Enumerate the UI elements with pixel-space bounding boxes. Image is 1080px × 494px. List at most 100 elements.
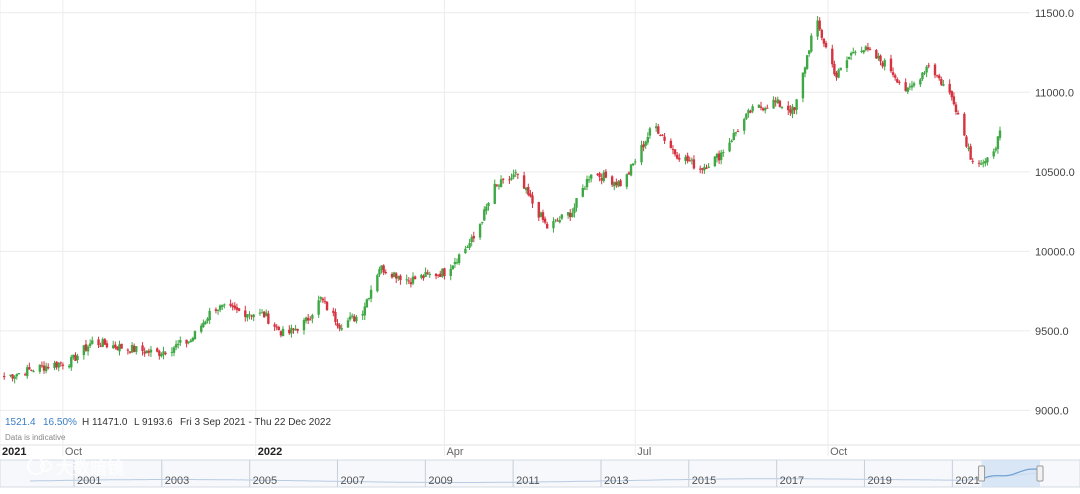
candle-body	[822, 38, 826, 44]
candle-body	[67, 365, 71, 368]
high-value: H 11471.0	[82, 417, 128, 428]
candle-body	[610, 176, 614, 185]
candle-body	[510, 177, 513, 180]
candle-body	[187, 341, 190, 343]
candle-body	[363, 306, 366, 316]
candle-body	[852, 52, 855, 54]
candle-body	[795, 99, 798, 110]
candle-body	[382, 265, 385, 273]
candle-body	[998, 130, 1002, 138]
candle-body	[527, 187, 530, 195]
candle-body	[619, 180, 622, 187]
candle-body	[189, 340, 192, 342]
candle-body	[791, 106, 794, 115]
candle-body	[986, 157, 989, 163]
candle-body	[602, 172, 605, 181]
candle-body	[367, 297, 371, 299]
candle-body	[273, 324, 276, 327]
candle-body	[74, 354, 77, 361]
candle-body	[116, 346, 119, 350]
candle-body	[818, 20, 821, 30]
candle-body	[135, 346, 138, 352]
candle-body	[495, 184, 499, 186]
candle-body	[778, 100, 782, 107]
candle-body	[346, 320, 350, 328]
candle-body	[743, 119, 746, 131]
candle-body	[956, 112, 960, 115]
candle-body	[323, 300, 327, 302]
x-tick-label: 2021	[2, 446, 26, 458]
candle-body	[774, 101, 777, 103]
candle-body	[801, 72, 805, 99]
candle-body	[112, 345, 115, 349]
candle-body	[663, 136, 666, 141]
candle-body	[453, 261, 457, 265]
candle-body	[250, 315, 253, 317]
navigator[interactable]: 2001 2003 2005 2007 2009 2011 2013 2015 2017 2019…	[0, 459, 1080, 488]
candle-body	[9, 374, 12, 376]
candle-body	[478, 224, 482, 238]
candle-body	[780, 107, 784, 109]
candle-body	[428, 273, 431, 275]
candle-body	[246, 314, 249, 318]
candle-body	[543, 218, 547, 223]
candle-body	[191, 337, 195, 341]
candle-body	[728, 142, 731, 152]
candle-body	[436, 274, 440, 276]
candle-body	[940, 78, 943, 85]
candle-body	[348, 316, 352, 320]
candle-body	[176, 343, 180, 345]
navigator-handle[interactable]	[1036, 465, 1044, 482]
candle-body	[701, 168, 704, 170]
candle-body	[55, 361, 58, 368]
candle-body	[281, 328, 285, 337]
candle-body	[156, 348, 159, 352]
candle-body	[963, 113, 966, 136]
candle-body	[174, 344, 178, 348]
candle-body	[525, 187, 528, 191]
candle-body	[42, 365, 46, 371]
candle-body	[451, 265, 455, 270]
candle-body	[996, 136, 1000, 149]
candle-body	[554, 219, 557, 221]
candle-body	[497, 185, 501, 187]
candle-body	[906, 87, 909, 93]
candle-body	[942, 84, 945, 86]
candle-body	[351, 315, 354, 317]
candle-body	[875, 49, 878, 59]
navigator-handle[interactable]	[978, 465, 986, 482]
candle-body	[405, 279, 408, 281]
candle-body	[193, 331, 197, 340]
candle-body	[290, 327, 293, 334]
candle-body	[745, 113, 748, 119]
navigator-selection[interactable]	[981, 460, 1040, 487]
candle-body	[935, 75, 939, 77]
candle-body	[678, 157, 681, 160]
candle-body	[732, 132, 735, 141]
candle-body	[545, 223, 549, 229]
candle-body	[938, 75, 941, 79]
candle-body	[11, 374, 14, 379]
candle-body	[646, 136, 649, 143]
y-axis-labels: 11500.0 11000.0 10500.0 10000.0 9500.0 9000.0	[1035, 8, 1075, 418]
candle-body	[17, 373, 21, 375]
date-range: Fri 3 Sep 2021 - Thu 22 Dec 2022	[180, 417, 331, 428]
candle-body	[53, 362, 56, 368]
navigator-year-label: 2015	[692, 475, 716, 487]
candle-body	[26, 367, 29, 377]
candle-body	[522, 175, 526, 189]
candle-body	[854, 51, 857, 53]
candle-body	[866, 47, 870, 50]
candle-body	[699, 168, 702, 170]
candle-body	[202, 322, 205, 327]
candle-body	[613, 182, 616, 187]
low-value: L 9193.6	[134, 417, 173, 428]
candle-body	[397, 276, 400, 279]
candle-body	[32, 371, 35, 373]
candle-body	[749, 111, 752, 113]
candle-body	[703, 166, 706, 171]
candle-body	[556, 220, 559, 222]
candle-body	[839, 67, 842, 71]
candle-body	[44, 366, 48, 372]
